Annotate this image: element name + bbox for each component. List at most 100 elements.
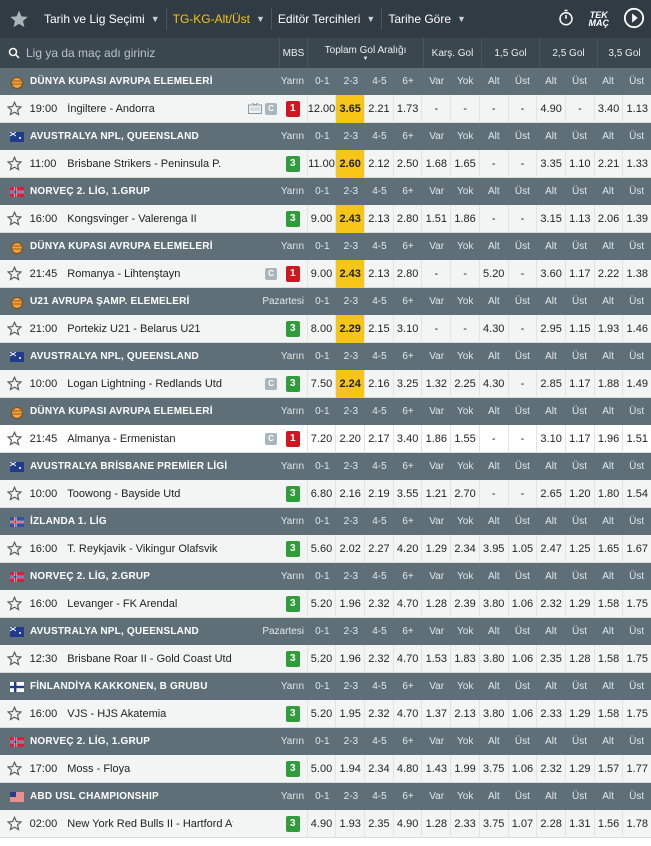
favorite-star-icon[interactable] bbox=[0, 156, 30, 171]
odd-cell[interactable]: 2.35 bbox=[536, 644, 565, 673]
odd-cell[interactable]: 1.54 bbox=[622, 479, 651, 508]
odd-cell[interactable]: 4.30 bbox=[478, 314, 508, 343]
odd-cell[interactable]: 7.20 bbox=[306, 424, 336, 453]
match-row[interactable]: 16:00 Levanger - FK Arendal 3 5.20 1.96 2.32 4… bbox=[0, 589, 651, 618]
odd-cell[interactable]: 5.60 bbox=[306, 534, 336, 563]
league-header[interactable]: DÜNYA KUPASI AVRUPA ELEMELERİ Yarın 0-1 2-3… bbox=[0, 233, 651, 260]
match-row[interactable]: 16:00 Kongsvinger - Valerenga II 3 9.00 2.43… bbox=[0, 204, 651, 233]
odd-cell[interactable]: 5.20 bbox=[306, 589, 336, 618]
league-header[interactable]: AVUSTRALYA NPL, QUEENSLAND Yarın 0-1 2-3 4-5… bbox=[0, 343, 651, 370]
odd-cell[interactable]: 1.13 bbox=[564, 204, 594, 233]
odd-cell[interactable]: 2.34 bbox=[364, 754, 393, 783]
odd-cell[interactable]: 3.40 bbox=[392, 424, 422, 453]
odd-cell[interactable]: 2.43 bbox=[335, 204, 365, 233]
odd-cell[interactable]: 1.10 bbox=[564, 149, 594, 178]
odd-cell[interactable]: 2.06 bbox=[593, 204, 623, 233]
match-row[interactable]: 02:00 New York Red Bulls II - Hartford At… bbox=[0, 809, 651, 838]
odd-cell[interactable]: 1.28 bbox=[421, 589, 450, 618]
league-header[interactable]: AVUSTRALYA NPL, QUEENSLAND Pazartesi 0-1 2-… bbox=[0, 618, 651, 645]
league-header[interactable]: İZLANDA 1. LİG Yarın 0-1 2-3 4-5 6+ Var Yok Alt Ü… bbox=[0, 508, 651, 535]
odd-cell[interactable]: 2.65 bbox=[536, 479, 565, 508]
odd-cell[interactable]: 2.50 bbox=[392, 149, 422, 178]
favorite-star-icon[interactable] bbox=[0, 211, 30, 226]
favorite-star-icon[interactable] bbox=[0, 761, 30, 776]
match-row[interactable]: 10:00 Toowong - Bayside Utd 3 6.80 2.16 2.19 3… bbox=[0, 479, 651, 508]
odd-cell[interactable]: 4.70 bbox=[392, 699, 422, 728]
odd-cell[interactable]: 1.58 bbox=[593, 589, 623, 618]
nav-by-date[interactable]: Tarihe Göre ▼ bbox=[382, 0, 472, 38]
header-1-5-goal[interactable]: 1,5 Gol bbox=[481, 38, 539, 68]
odd-cell[interactable]: 1.58 bbox=[593, 644, 623, 673]
odd-cell[interactable]: 1.96 bbox=[335, 644, 364, 673]
odd-cell[interactable]: 3.80 bbox=[478, 589, 508, 618]
nav-editor[interactable]: Editör Tercihleri ▼ bbox=[272, 0, 381, 38]
odd-cell[interactable]: 12.00 bbox=[306, 94, 336, 123]
odd-cell[interactable]: 2.16 bbox=[364, 369, 393, 398]
match-teams[interactable]: Brisbane Strikers - Peninsula P. bbox=[67, 157, 222, 170]
header-3-5-goal[interactable]: 3,5 Gol bbox=[597, 38, 651, 68]
odd-cell[interactable]: 1.38 bbox=[622, 259, 651, 288]
odd-cell[interactable]: 2.35 bbox=[364, 809, 393, 838]
odd-cell[interactable]: 2.32 bbox=[536, 589, 565, 618]
odd-cell[interactable]: 1.96 bbox=[593, 424, 623, 453]
odd-cell[interactable]: 1.29 bbox=[564, 754, 594, 783]
odd-cell[interactable]: 1.53 bbox=[421, 644, 450, 673]
odd-cell[interactable]: 1.06 bbox=[507, 644, 537, 673]
odd-cell[interactable]: 1.99 bbox=[450, 754, 479, 783]
odd-cell[interactable]: 1.33 bbox=[622, 149, 651, 178]
odd-cell[interactable]: 1.68 bbox=[421, 149, 450, 178]
odd-cell[interactable]: 2.33 bbox=[536, 699, 565, 728]
odd-cell[interactable]: 1.88 bbox=[593, 369, 623, 398]
odd-cell[interactable]: 2.80 bbox=[392, 204, 422, 233]
match-row[interactable]: 17:00 Moss - Floya 3 5.00 1.94 2.34 4.80 1.43 1.… bbox=[0, 754, 651, 783]
odd-cell[interactable]: 4.30 bbox=[478, 369, 508, 398]
odd-cell[interactable]: 1.06 bbox=[507, 754, 537, 783]
odd-cell[interactable]: 1.32 bbox=[421, 369, 450, 398]
match-row[interactable]: 21:00 Portekiz U21 - Belarus U21 3 8.00 2.29… bbox=[0, 314, 651, 343]
favorite-star-icon[interactable] bbox=[0, 541, 30, 556]
match-row[interactable]: 21:45 Romanya - Lihtenştayn C 1 9.00 2.43 2.13… bbox=[0, 259, 651, 288]
odd-cell[interactable]: 2.24 bbox=[335, 369, 365, 398]
single-match-button[interactable]: TEK MAÇ bbox=[589, 11, 610, 28]
favorite-star-icon[interactable] bbox=[0, 431, 30, 446]
odd-cell[interactable]: 1.07 bbox=[507, 809, 537, 838]
odd-cell[interactable]: 1.29 bbox=[564, 589, 594, 618]
nav-tg-kg[interactable]: TG-KG-Alt/Üst ▼ bbox=[167, 0, 271, 38]
odd-cell[interactable]: 1.49 bbox=[622, 369, 651, 398]
odd-cell[interactable]: 2.19 bbox=[364, 479, 393, 508]
odd-cell[interactable]: 3.25 bbox=[392, 369, 422, 398]
odd-cell[interactable]: 4.70 bbox=[392, 589, 422, 618]
odd-cell[interactable]: 1.31 bbox=[564, 809, 594, 838]
odd-cell[interactable]: 5.20 bbox=[306, 644, 336, 673]
odd-cell[interactable]: 1.13 bbox=[622, 94, 651, 123]
league-header[interactable]: AVUSTRALYA BRİSBANE PREMİER LİGİ Yarın 0-1… bbox=[0, 453, 651, 480]
favorite-star-icon[interactable] bbox=[0, 376, 30, 391]
league-header[interactable]: FİNLANDİYA KAKKONEN, B GRUBU Yarın 0-1 2-3 4… bbox=[0, 673, 651, 700]
odd-cell[interactable]: 1.65 bbox=[450, 149, 479, 178]
odd-cell[interactable]: 5.20 bbox=[306, 699, 336, 728]
odd-cell[interactable]: 4.90 bbox=[536, 94, 565, 123]
odd-cell[interactable]: 1.80 bbox=[593, 479, 623, 508]
league-header[interactable]: DÜNYA KUPASI AVRUPA ELEMELERİ Yarın 0-1 2-3… bbox=[0, 398, 651, 425]
odd-cell[interactable]: 2.32 bbox=[364, 589, 393, 618]
odd-cell[interactable]: 1.93 bbox=[593, 314, 623, 343]
odd-cell[interactable]: 7.50 bbox=[306, 369, 336, 398]
match-teams[interactable]: Portekiz U21 - Belarus U21 bbox=[67, 322, 201, 335]
odd-cell[interactable]: 2.85 bbox=[536, 369, 565, 398]
timer-icon[interactable] bbox=[557, 9, 575, 30]
odd-cell[interactable]: 4.80 bbox=[392, 754, 422, 783]
odd-cell[interactable]: 2.17 bbox=[364, 424, 393, 453]
odd-cell[interactable]: 2.13 bbox=[364, 204, 393, 233]
odd-cell[interactable]: 2.32 bbox=[364, 644, 393, 673]
match-teams[interactable]: Almanya - Ermenistan bbox=[67, 432, 176, 445]
odd-cell[interactable]: 1.06 bbox=[507, 589, 537, 618]
odd-cell[interactable]: 2.34 bbox=[450, 534, 479, 563]
odd-cell[interactable]: 4.90 bbox=[306, 809, 336, 838]
odd-cell[interactable]: 3.75 bbox=[478, 754, 508, 783]
odd-cell[interactable]: 1.21 bbox=[421, 479, 450, 508]
search-box[interactable]: Lig ya da maç adı giriniz bbox=[0, 38, 279, 68]
league-header[interactable]: U21 AVRUPA ŞAMP. ELEMELERİ Pazartesi 0-1 2-… bbox=[0, 288, 651, 315]
odd-cell[interactable]: 2.20 bbox=[335, 424, 364, 453]
odd-cell[interactable]: 3.80 bbox=[478, 699, 508, 728]
odd-cell[interactable]: 2.33 bbox=[450, 809, 479, 838]
